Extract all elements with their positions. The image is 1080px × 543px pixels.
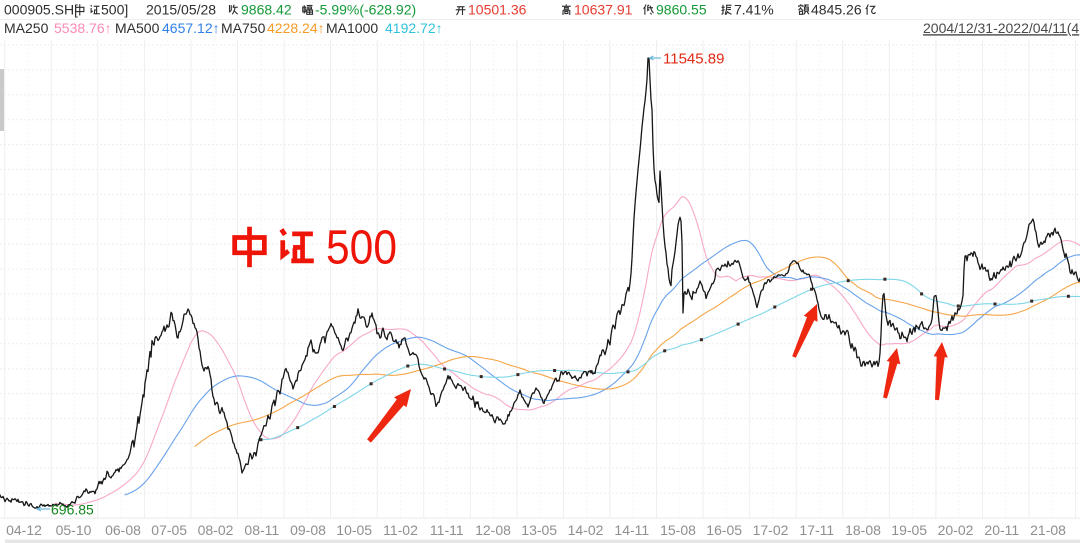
svg-text:MA750: MA750	[221, 20, 266, 36]
svg-text:7.41%: 7.41%	[734, 2, 774, 18]
svg-text:20-11: 20-11	[984, 522, 1019, 538]
svg-text:09-08: 09-08	[290, 522, 326, 538]
svg-text:4657.12↑: 4657.12↑	[162, 20, 220, 36]
svg-text:4845.26: 4845.26	[811, 2, 862, 18]
svg-text:2015/05/28: 2015/05/28	[146, 2, 216, 18]
svg-text:11545.89: 11545.89	[663, 51, 724, 68]
svg-text:MA250: MA250	[4, 20, 49, 36]
svg-text:10501.36: 10501.36	[468, 2, 527, 18]
svg-text:11-02: 11-02	[383, 522, 418, 538]
svg-text:500: 500	[326, 222, 397, 275]
svg-text:500]: 500]	[101, 2, 128, 18]
svg-text:11-11: 11-11	[430, 522, 464, 538]
svg-text:10-05: 10-05	[336, 522, 372, 538]
svg-text:21-08: 21-08	[1030, 522, 1066, 538]
svg-text:14-11: 14-11	[614, 522, 649, 538]
svg-text:16-05: 16-05	[706, 522, 742, 538]
svg-text:15-08: 15-08	[660, 522, 696, 538]
svg-text:MA500: MA500	[115, 20, 160, 36]
svg-text:4228.24↑: 4228.24↑	[267, 20, 325, 36]
svg-text:19-05: 19-05	[891, 522, 927, 538]
svg-text:000905.SH[: 000905.SH[	[4, 2, 78, 18]
svg-text:06-08: 06-08	[105, 522, 141, 538]
svg-text:04-12: 04-12	[6, 522, 42, 538]
svg-text:14-02: 14-02	[568, 522, 604, 538]
svg-text:07-05: 07-05	[151, 522, 187, 538]
svg-text:9868.42: 9868.42	[241, 2, 292, 18]
svg-text:12-08: 12-08	[475, 522, 511, 538]
svg-text:17-02: 17-02	[753, 522, 789, 538]
svg-text:4192.72↑: 4192.72↑	[385, 20, 443, 36]
svg-text:9860.55: 9860.55	[656, 2, 707, 18]
svg-text:696.85: 696.85	[51, 502, 94, 518]
svg-text:05-10: 05-10	[56, 522, 92, 538]
svg-text:18-08: 18-08	[845, 522, 881, 538]
svg-text:10637.91: 10637.91	[574, 2, 633, 18]
svg-text:-5.99%(-628.92): -5.99%(-628.92)	[315, 2, 416, 18]
svg-text:08-11: 08-11	[244, 522, 279, 538]
svg-text:20-02: 20-02	[938, 522, 974, 538]
svg-text:13-05: 13-05	[521, 522, 557, 538]
svg-text:5538.76↑: 5538.76↑	[54, 20, 112, 36]
svg-text:08-02: 08-02	[198, 522, 234, 538]
svg-text:17-11: 17-11	[799, 522, 834, 538]
svg-text:MA1000: MA1000	[326, 20, 378, 36]
svg-text:2004/12/31-2022/04/11(4: 2004/12/31-2022/04/11(4	[923, 20, 1079, 36]
